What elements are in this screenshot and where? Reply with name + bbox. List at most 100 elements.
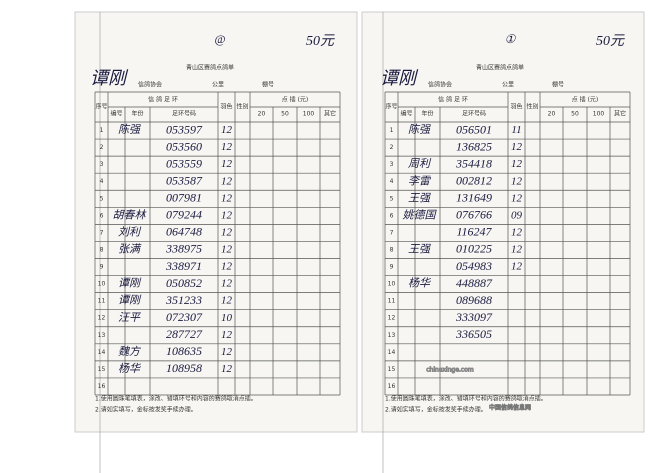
ring-number: 108958 [166,361,202,375]
header: 20 [258,111,266,118]
header: 年份 [131,110,143,118]
feather-color: 12 [511,261,523,273]
header: 性别 [236,103,248,111]
pigeon-name: 杨华 [118,362,142,375]
row-number: 2 [390,144,394,151]
sheet-mark: ① [505,32,517,46]
row-number: 10 [388,281,396,288]
feather-color: 12 [221,346,233,358]
header: 年份 [421,110,433,118]
pigeon-name: 李雷 [408,174,432,187]
row-number: 9 [100,264,104,271]
pigeon-name: 张满 [118,243,142,256]
ring-number: 050852 [166,276,202,290]
form-title: 青山区赛鸽点鸽单 [476,64,524,72]
pigeon-name: 姚德国 [403,208,438,221]
feather-color: 12 [221,226,233,238]
row-number: 1 [390,127,394,134]
feather-color: 11 [511,124,521,136]
feather-color: 12 [221,278,233,290]
header: 足环号码 [172,110,196,118]
pigeon-name: 王强 [408,244,431,256]
row-number: 14 [98,349,106,356]
watermark-domain: chinaxinge.com [426,367,474,374]
pigeon-name: 杨华 [408,277,432,290]
ring-number: 079244 [166,208,202,222]
row-number: 8 [100,246,104,253]
header: 100 [593,111,605,118]
feather-color: 12 [511,141,523,153]
watermark-site: 中国信鸽信息网 [489,404,531,412]
header: 编号 [400,110,412,118]
row-number: 3 [100,161,104,168]
feather-color: 12 [511,226,523,238]
row-number: 8 [390,246,394,253]
header: 序号 [95,103,107,111]
ring-number: 064748 [166,225,202,239]
owner-name: 谭刚 [380,68,419,88]
ring-number: 002812 [456,173,492,187]
pigeon-name: 魏方 [118,345,142,358]
header: 其它 [324,110,336,118]
row-number: 1 [100,127,104,134]
row-number: 5 [100,195,104,202]
footnote: 1.使用圆珠笔填表，涂改、错填环号和内容的赛鸽取消点插。 [95,395,257,403]
loft-label: 棚号 [552,81,564,89]
ring-number: 354418 [455,156,492,170]
header: 足环号码 [462,110,486,118]
feather-color: 12 [511,244,523,256]
pigeon-name: 陈强 [118,123,141,136]
pigeon-name: 刘利 [118,225,142,238]
ring-number: 007981 [166,191,202,205]
row-number: 15 [98,366,106,373]
ring-number: 072307 [166,310,203,324]
row-number: 11 [388,298,396,305]
row-number: 6 [100,212,104,219]
feather-color: 12 [221,175,233,187]
feather-color: 12 [221,244,233,256]
pigeon-name: 胡春林 [113,208,148,221]
ring-number: 287727 [166,327,203,341]
row-number: 4 [100,178,104,185]
km-label: 公里 [212,82,224,89]
ring-number: 053587 [166,173,203,187]
ring-number: 338975 [165,242,202,256]
ring-number: 448887 [456,276,493,290]
feather-color: 12 [221,158,233,170]
header: 其它 [614,110,626,118]
row-number: 15 [388,366,396,373]
header: 点 插 (元) [282,96,309,104]
ring-number: 338971 [165,259,202,273]
row-number: 13 [388,332,396,339]
feather-color: 12 [221,261,233,273]
owner-name: 谭刚 [90,68,129,88]
row-number: 12 [388,315,396,322]
pigeon-name: 谭刚 [118,277,142,290]
feather-color: 12 [511,175,523,187]
ring-number: 089688 [456,293,492,307]
feather-color: 10 [221,312,233,324]
header: 性别 [526,103,538,111]
ring-number: 108635 [166,344,202,358]
ring-number: 056501 [456,122,492,136]
sheet-left [74,11,358,433]
km-label: 公里 [502,82,514,89]
footnote: 1.使用圆珠笔填表，涂改、错填环号和内容的赛鸽取消点插。 [385,395,547,403]
feather-color: 12 [221,209,233,221]
club-label: 信鸽协会 [138,81,162,89]
ring-number: 010225 [456,242,492,256]
row-number: 7 [390,229,394,236]
pigeon-name: 周利 [408,157,432,170]
row-number: 14 [388,349,396,356]
row-number: 7 [100,229,104,236]
pigeon-name: 汪平 [118,311,141,324]
feather-color: 12 [221,329,233,341]
footnote: 2.请如实填写，金标按发奖手续办理。 [95,406,197,414]
row-number: 13 [98,332,106,339]
sheet-mark: @ [214,32,225,46]
fee-note: 50元 [306,34,335,49]
header: 50 [281,111,289,118]
header: 20 [548,111,556,118]
header: 信 鸽 足 环 [148,96,178,104]
feather-color: 12 [221,363,233,375]
